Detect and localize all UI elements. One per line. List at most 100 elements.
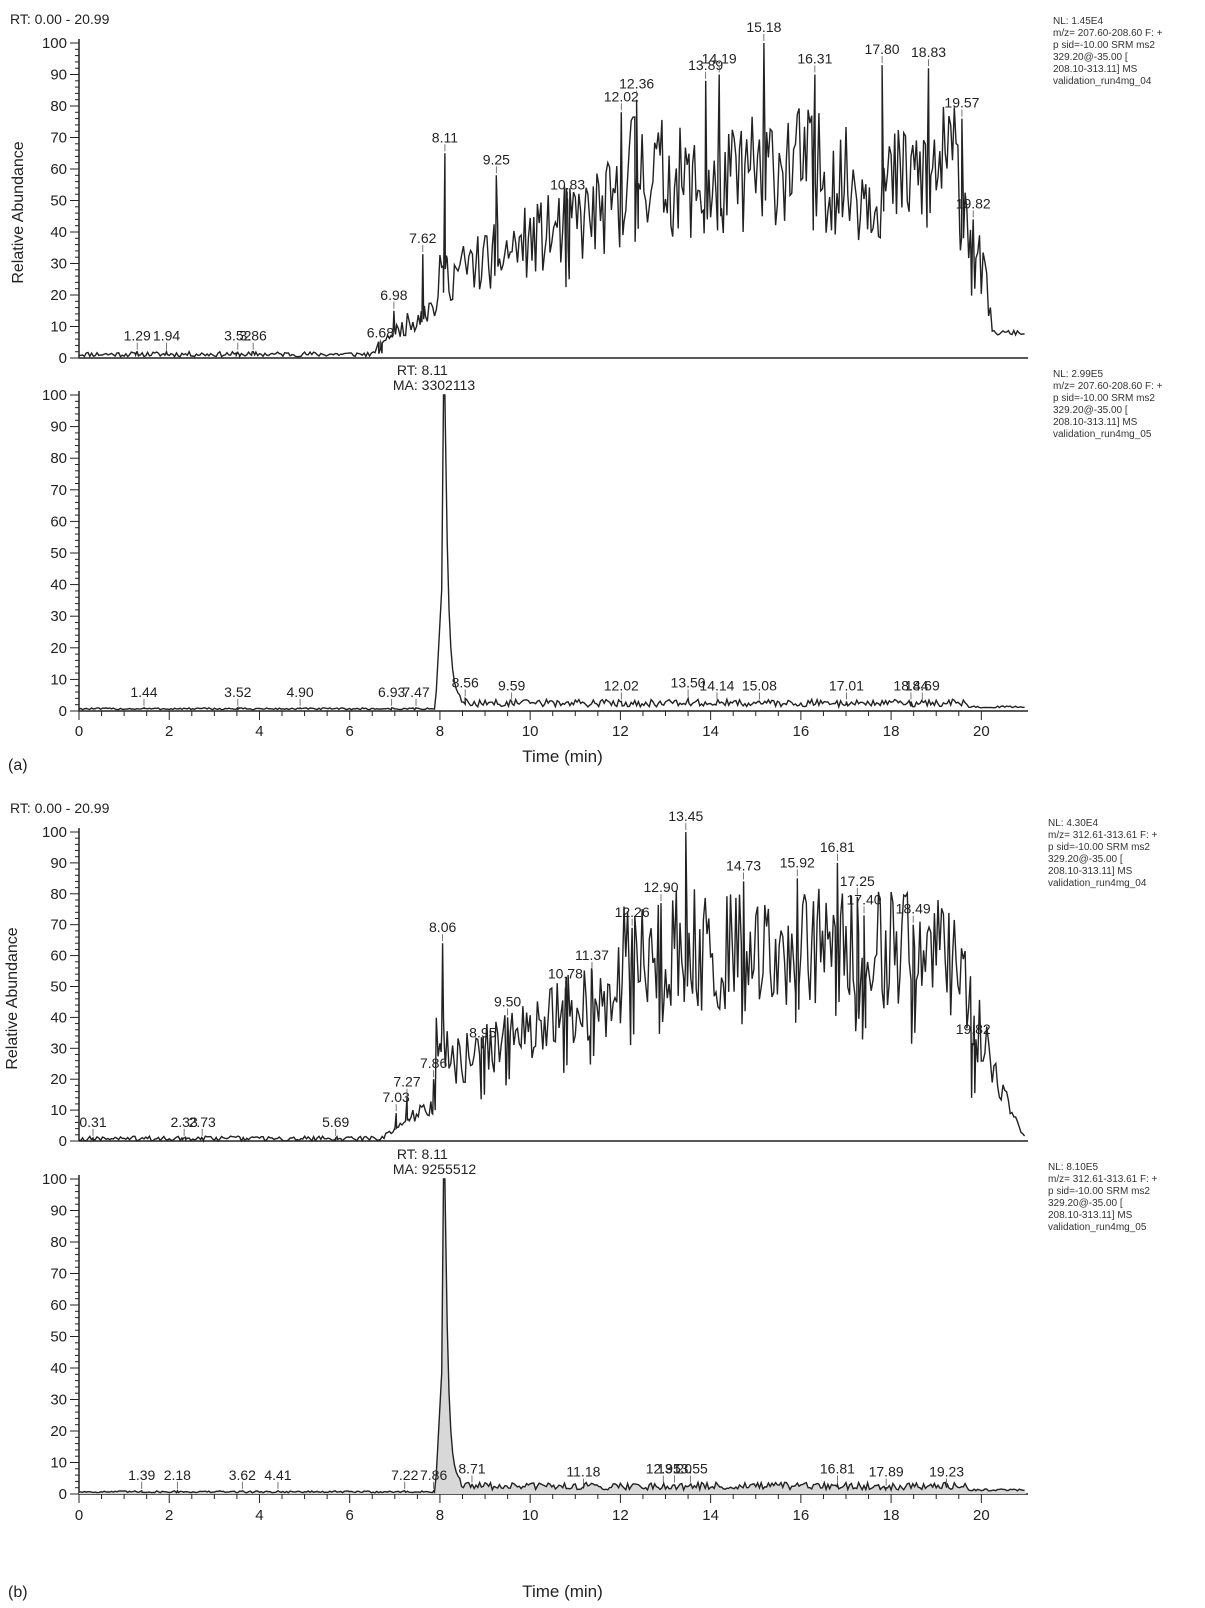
scan-info-line: 329.20@-35.00 [: [1048, 854, 1123, 865]
peak-label: 7.62: [409, 230, 436, 246]
peak-label: 1.39: [128, 1467, 155, 1483]
x-tick-label: 14: [702, 723, 719, 740]
y-tick-label: 10: [50, 319, 67, 336]
panel-label: (b): [8, 1584, 28, 1601]
peak-label: 17.01: [829, 678, 864, 694]
y-tick-label: 90: [50, 67, 67, 84]
rt-range-label: RT: 0.00 - 20.99: [10, 800, 110, 816]
peak-label: 12.95: [646, 1461, 681, 1477]
scan-info-line: 329.20@-35.00 [: [1053, 405, 1128, 416]
y-tick-label: 90: [50, 419, 67, 436]
peak-label: 5.69: [322, 1114, 349, 1130]
y-tick-label: 80: [50, 98, 67, 115]
y-tick-label: 100: [42, 824, 67, 841]
peak-label: 9.59: [498, 678, 525, 694]
y-axis-label: Relative Abundance: [4, 927, 21, 1069]
y-tick-label: 70: [50, 1266, 67, 1283]
peak-label: 7.03: [383, 1089, 410, 1105]
y-tick-label: 30: [50, 256, 67, 273]
y-tick-label: 90: [50, 855, 67, 872]
peak-label: 8.95: [469, 1024, 496, 1040]
peak-label: 18.83: [911, 44, 946, 60]
y-tick-label: 60: [50, 948, 67, 965]
peak-label: 13.20: [657, 1461, 692, 1477]
chart-panel-b: RT: 0.00 - 20.99(b)010203040506070809010…: [4, 800, 1158, 1601]
y-tick-label: 20: [50, 1423, 67, 1440]
peak-label: 2.18: [164, 1467, 191, 1483]
peak-label: 8.56: [452, 674, 479, 690]
scan-info-line: p sid=-10.00 SRM ms2: [1048, 1186, 1150, 1197]
peak-label: 18.49: [896, 901, 931, 917]
peak-label: 7.47: [402, 684, 429, 700]
x-tick-label: 2: [165, 723, 173, 740]
peak-label: 2.33: [170, 1114, 197, 1130]
peak-label: 12.36: [619, 76, 654, 92]
scan-info-line: validation_run4mg_04: [1053, 76, 1152, 87]
x-tick-label: 2: [165, 1507, 173, 1524]
peak-label: 14.14: [699, 678, 734, 694]
peak-label: 3.62: [229, 1467, 256, 1483]
scan-info-line: validation_run4mg_05: [1053, 429, 1152, 440]
scan-info-line: 208.10-313.11] MS: [1053, 64, 1138, 75]
y-tick-label: 80: [50, 450, 67, 467]
x-axis-label: Time (min): [522, 747, 603, 766]
y-tick-label: 40: [50, 1009, 67, 1026]
peak-label: 12.90: [643, 879, 678, 895]
peak-label: 4.41: [264, 1467, 291, 1483]
x-tick-label: 14: [702, 1507, 719, 1524]
peak-label: 1.29: [124, 328, 151, 344]
peak-label: 14.19: [702, 51, 737, 67]
y-tick-label: 20: [50, 1071, 67, 1088]
x-tick-label: 20: [973, 723, 990, 740]
scan-info-line: NL: 8.10E5: [1048, 1162, 1098, 1173]
y-tick-label: 0: [59, 703, 67, 720]
scan-info-line: m/z= 312.61-313.61 F: +: [1048, 1174, 1158, 1185]
scan-info-line: NL: 2.99E5: [1053, 369, 1103, 380]
y-tick-label: 50: [50, 545, 67, 562]
peak-label: 7.86: [420, 1467, 447, 1483]
trace-line: [78, 42, 1025, 359]
scan-info-line: m/z= 207.60-208.60 F: +: [1053, 381, 1163, 392]
scan-info-line: NL: 1.45E4: [1053, 16, 1103, 27]
peak-label: 7.86: [420, 1055, 447, 1071]
y-tick-label: 10: [50, 1102, 67, 1119]
peak-label: 17.89: [869, 1464, 904, 1480]
y-tick-label: 90: [50, 1203, 67, 1220]
peak-label: 12.26: [615, 904, 650, 920]
peak-label: 1.44: [130, 684, 157, 700]
peak-label: 8.11: [432, 129, 458, 145]
peak-label: 15.08: [742, 678, 777, 694]
x-tick-label: 16: [793, 1507, 810, 1524]
trace-line: [78, 831, 1026, 1144]
y-tick-label: 60: [50, 1297, 67, 1314]
scan-info-line: validation_run4mg_05: [1048, 1222, 1147, 1233]
peak-label: 12.02: [604, 678, 639, 694]
peak-label: 14.73: [726, 857, 761, 873]
peak-label: 19.57: [944, 95, 979, 111]
y-tick-label: 40: [50, 577, 67, 594]
peak-label: 17.25: [840, 873, 875, 889]
peak-label: 13.89: [688, 57, 723, 73]
scan-info-line: NL: 4.30E4: [1048, 818, 1098, 829]
peak-label: 8.71: [458, 1461, 485, 1477]
peak-label: 7.22: [391, 1467, 418, 1483]
y-tick-label: 100: [42, 387, 67, 404]
peak-label: 15.18: [746, 19, 781, 35]
x-tick-label: 12: [612, 1507, 629, 1524]
peak-label: 3.52: [224, 684, 251, 700]
x-tick-label: 10: [522, 1507, 539, 1524]
peak-label: 9.50: [494, 993, 521, 1009]
y-tick-label: 40: [50, 1360, 67, 1377]
peak-label: 2.73: [189, 1114, 216, 1130]
y-tick-label: 100: [42, 1171, 67, 1188]
peak-label: 8.06: [429, 919, 456, 935]
peak-label: 16.31: [797, 51, 832, 67]
y-tick-label: 60: [50, 161, 67, 178]
y-tick-label: 10: [50, 1455, 67, 1472]
peak-label: 6.68: [367, 325, 394, 341]
y-tick-label: 30: [50, 1040, 67, 1057]
y-tick-label: 50: [50, 193, 67, 210]
peak-label: 13.55: [673, 1461, 708, 1477]
ma-annotation: MA: 3302113: [393, 377, 475, 393]
y-tick-label: 60: [50, 513, 67, 530]
